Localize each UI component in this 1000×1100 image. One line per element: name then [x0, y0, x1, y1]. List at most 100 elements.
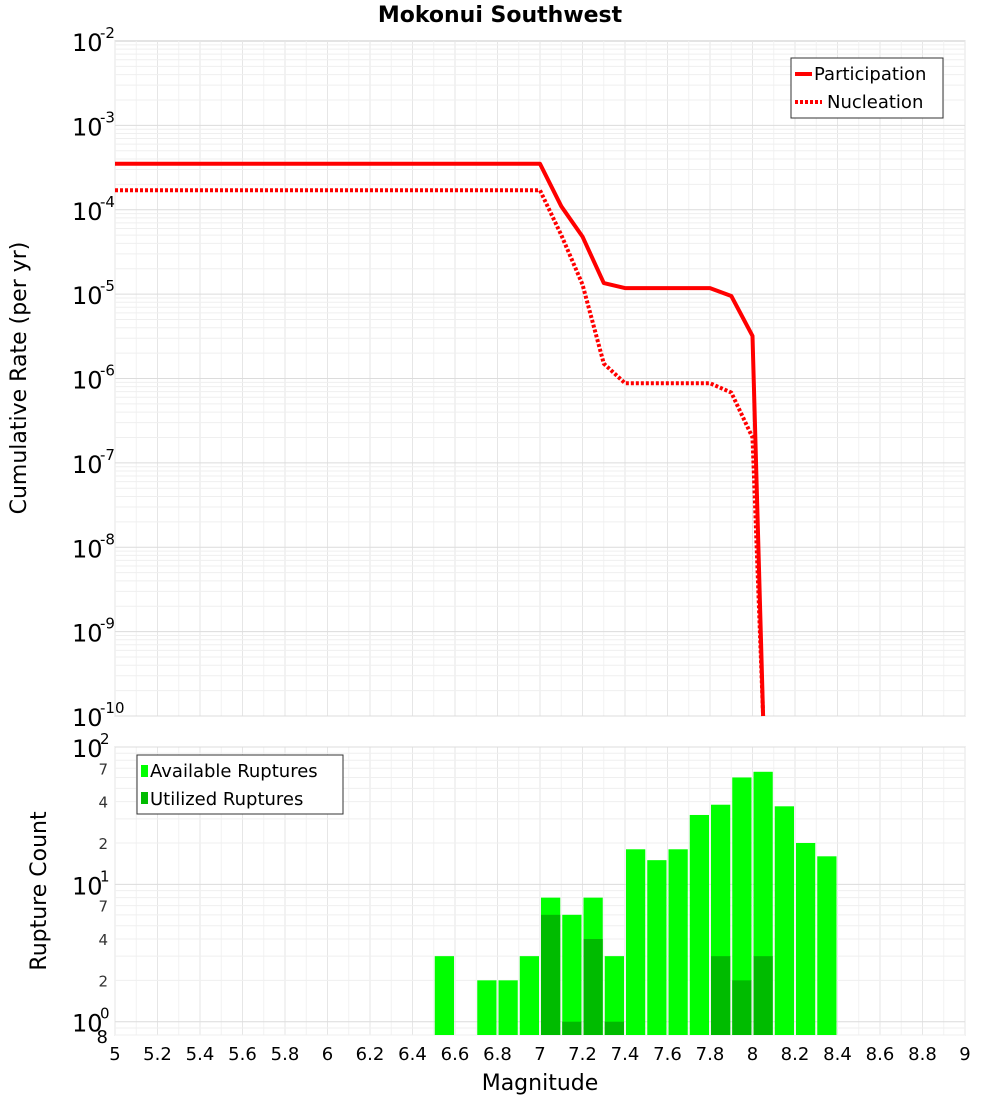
rate-y-tick: 10-10: [72, 699, 125, 732]
x-tick-label: 6.8: [483, 1044, 512, 1065]
utilized-bar: [711, 956, 731, 1035]
utilized-bar: [562, 1021, 582, 1035]
available-bar: [604, 956, 624, 1035]
x-tick-label: 8.8: [908, 1044, 937, 1065]
rate-legend-box: [790, 57, 944, 119]
x-tick-label: 8: [747, 1044, 758, 1065]
x-tick-label: 5.2: [143, 1044, 172, 1065]
rupture-y-tick-base: 10: [72, 1010, 103, 1038]
rate-y-tick: 10-4: [72, 193, 115, 226]
rupture-y-minor-tick: 7: [98, 760, 108, 778]
rate-y-tick: 10-3: [72, 108, 115, 141]
utilized-bar: [541, 914, 561, 1035]
rate-y-tick: 10-9: [72, 615, 115, 648]
x-tick-label: 9: [959, 1044, 970, 1065]
x-tick-label: 8.4: [823, 1044, 852, 1065]
rupture-y-minor-tick: 8: [97, 1027, 108, 1048]
x-tick-label: 7.8: [696, 1044, 725, 1065]
rate-y-tick-base: 10: [72, 29, 103, 57]
x-tick-label: 6.6: [441, 1044, 470, 1065]
rate-y-tick-exponent: -10: [100, 699, 125, 717]
utilized-bar: [583, 939, 603, 1035]
rupture-plot-bars: [434, 771, 837, 1035]
nucleation-line: [115, 188, 766, 717]
rate-y-tick: 10-5: [72, 277, 115, 310]
rate-y-tick-exponent: -9: [100, 615, 115, 633]
rate-plot-series: [115, 161, 766, 717]
available-bar: [817, 856, 837, 1035]
rate-y-axis-title: Cumulative Rate (per yr): [7, 242, 32, 515]
rate-y-tick: 10-2: [72, 24, 115, 57]
x-tick-label: 5.8: [271, 1044, 300, 1065]
rate-y-tick-base: 10: [72, 535, 103, 563]
x-tick-label: 6.2: [356, 1044, 385, 1065]
rate-y-tick-base: 10: [72, 367, 103, 395]
utilized-bar: [753, 956, 773, 1035]
utilized-bar: [732, 980, 752, 1035]
rupture-y-minor-tick: 4: [98, 931, 108, 949]
available-bar: [562, 914, 582, 1035]
rupture-y-tick: 101: [72, 867, 110, 900]
rupture-y-tick-base: 10: [72, 872, 103, 900]
rupture-y-tick-exponent: 0: [100, 1005, 110, 1023]
rate-y-tick-exponent: -8: [100, 530, 115, 548]
x-tick-label: 7: [534, 1044, 545, 1065]
rate-y-tick-base: 10: [72, 704, 103, 732]
rate-plot: 10-210-310-410-510-610-710-810-910-10: [72, 24, 966, 732]
available-bar: [732, 777, 752, 1035]
rupture-y-tick: 102: [72, 730, 110, 763]
x-tick-label: 5.4: [186, 1044, 215, 1065]
rate-y-tick-exponent: -5: [100, 277, 115, 295]
rate-plot-y-ticks: 10-210-310-410-510-610-710-810-910-10: [72, 24, 125, 732]
rate-y-tick-base: 10: [72, 451, 103, 479]
rupture-y-minor-tick: 2: [98, 835, 108, 853]
nucleation-legend-label: Nucleation: [827, 92, 923, 113]
utilized-legend-swatch: [141, 792, 148, 804]
available-bar: [477, 980, 497, 1035]
rupture-y-minor-tick: 2: [98, 972, 108, 990]
rate-y-tick-base: 10: [72, 113, 103, 141]
x-tick-label: 7.4: [611, 1044, 640, 1065]
rate-y-tick-base: 10: [72, 620, 103, 648]
rupture-legend: Available Ruptures Utilized Ruptures: [136, 754, 344, 815]
available-bar: [498, 980, 518, 1035]
available-bar: [689, 814, 709, 1035]
rate-y-tick-exponent: -6: [100, 362, 115, 380]
available-legend-swatch: [141, 765, 148, 777]
x-tick-label: 5.6: [228, 1044, 257, 1065]
rate-y-tick-exponent: -3: [100, 108, 115, 126]
x-tick-label: 7.2: [568, 1044, 597, 1065]
available-legend-label: Available Ruptures: [150, 761, 318, 782]
available-bar: [434, 956, 454, 1035]
rupture-y-axis-title: Rupture Count: [27, 811, 52, 971]
rupture-y-tick-exponent: 2: [100, 730, 110, 748]
rate-y-tick: 10-6: [72, 362, 115, 395]
rate-y-tick-exponent: -2: [100, 24, 115, 42]
available-bar: [647, 860, 667, 1035]
rupture-y-tick-exponent: 1: [100, 867, 110, 885]
available-bar: [668, 849, 688, 1035]
participation-legend-label: Participation: [814, 64, 926, 85]
available-bar: [519, 956, 539, 1035]
x-tick-label: 8.6: [866, 1044, 895, 1065]
rate-y-tick-base: 10: [72, 282, 103, 310]
x-tick-label: 5: [109, 1044, 120, 1065]
chart-title: Mokonui Southwest: [378, 3, 623, 28]
participation-line: [115, 161, 766, 717]
rate-y-tick-base: 10: [72, 198, 103, 226]
utilized-legend-label: Utilized Ruptures: [150, 789, 303, 810]
rate-y-tick: 10-8: [72, 530, 115, 563]
rate-y-tick: 10-7: [72, 446, 115, 479]
available-bar: [626, 849, 646, 1035]
utilized-bar: [604, 1021, 624, 1035]
available-bar: [774, 806, 794, 1035]
rate-y-tick-exponent: -4: [100, 193, 115, 211]
x-tick-label: 8.2: [781, 1044, 810, 1065]
x-tick-label: 7.6: [653, 1044, 682, 1065]
available-bar: [796, 843, 816, 1035]
rupture-y-minor-tick: 7: [98, 898, 108, 916]
rupture-y-tick-base: 10: [72, 735, 103, 763]
x-tick-label: 6.4: [398, 1044, 427, 1065]
